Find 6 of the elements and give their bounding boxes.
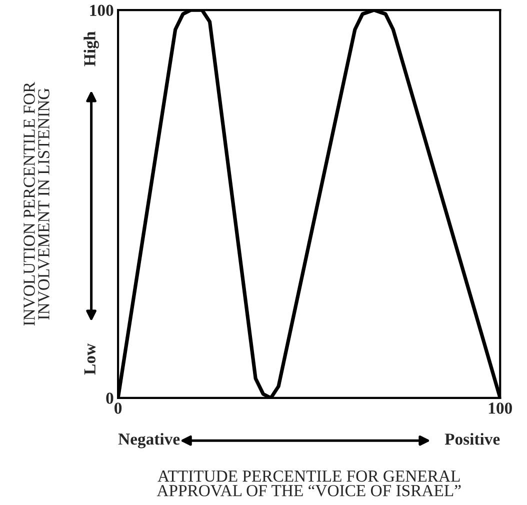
text: Negative xyxy=(118,432,180,448)
text: High xyxy=(84,32,99,66)
text: Low xyxy=(84,344,96,375)
x-axis-title: ATTITUDE PERCENTILE FOR GENERAL APPROVAL OF THE “VOICE OF ISRAEL” xyxy=(156,470,461,496)
text: Positive xyxy=(444,433,500,445)
y-axis-title: INVOLUTION PERCENTILE FOR INVOLVEMENT IN LISTENING xyxy=(24,82,50,326)
